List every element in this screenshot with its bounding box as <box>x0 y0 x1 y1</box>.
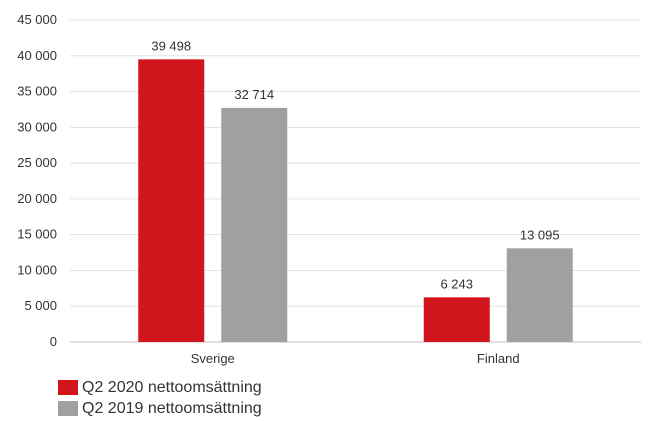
bar-finland-series-0 <box>423 297 490 342</box>
legend-item-q2-2020: Q2 2020 nettoomsättning <box>58 377 262 398</box>
legend-item-q2-2019: Q2 2019 nettoomsättning <box>58 398 262 419</box>
data-labels: 39 498 32 714 6 243 13 095 <box>151 38 559 291</box>
category-label-finland: Finland <box>477 351 520 366</box>
data-label-finland-series-1: 13 095 <box>520 227 560 242</box>
bar-finland-series-1 <box>506 248 573 342</box>
category-label-sverige: Sverige <box>191 351 235 366</box>
y-tick-label: 10 000 <box>17 262 57 277</box>
legend: Q2 2020 nettoomsättning Q2 2019 nettooms… <box>58 377 262 419</box>
y-tick-label: 0 <box>50 334 57 349</box>
bar-sverige-series-1 <box>221 107 288 343</box>
legend-label-q2-2019: Q2 2019 nettoomsättning <box>82 400 262 417</box>
y-tick-label: 15 000 <box>17 227 57 242</box>
data-label-finland-series-0: 6 243 <box>440 276 473 291</box>
category-labels: Sverige Finland <box>191 351 520 366</box>
legend-label-q2-2020: Q2 2020 nettoomsättning <box>82 379 262 396</box>
bar-sverige-series-0 <box>138 59 205 342</box>
data-label-sverige-series-0: 39 498 <box>151 38 191 53</box>
data-label-sverige-series-1: 32 714 <box>234 87 274 102</box>
y-tick-label: 25 000 <box>17 155 57 170</box>
y-tick-label: 5 000 <box>24 298 57 313</box>
y-tick-label: 30 000 <box>17 119 57 134</box>
y-tick-label: 20 000 <box>17 191 57 206</box>
y-tick-label: 40 000 <box>17 48 57 63</box>
bars <box>138 59 573 343</box>
legend-swatch-q2-2019 <box>58 401 78 416</box>
y-tick-label: 45 000 <box>17 12 57 27</box>
y-tick-label: 35 000 <box>17 84 57 99</box>
bar-chart: 0 5 000 10 000 15 000 20 000 25 000 30 000 35 0… <box>17 12 641 366</box>
y-axis-tick-labels: 0 5 000 10 000 15 000 20 000 25 000 30 000 35 0… <box>17 12 57 349</box>
legend-swatch-q2-2020 <box>58 380 78 395</box>
